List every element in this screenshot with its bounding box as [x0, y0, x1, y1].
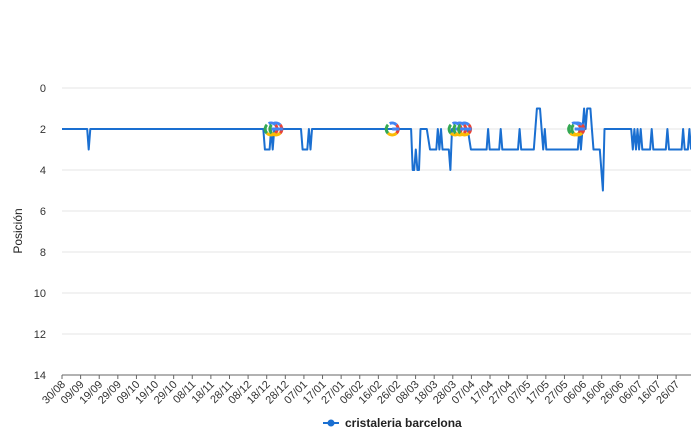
- google-icon-arc: [572, 132, 584, 137]
- google-icon-arc: [452, 123, 457, 135]
- google-icon-arc: [567, 123, 572, 135]
- google-icon-arc: [386, 132, 398, 137]
- gridlines: [62, 87, 691, 376]
- x-axis-ticks: 30/0809/0919/0929/0909/1019/1029/1008/11…: [40, 375, 682, 407]
- google-update-icon: [384, 121, 400, 137]
- google-icon-arc: [461, 121, 470, 126]
- series-layer: [62, 107, 691, 192]
- google-icon-arc: [454, 132, 466, 137]
- y-tick-label: 10: [34, 288, 46, 300]
- google-icon-arc: [270, 132, 282, 137]
- y-tick-label: 6: [40, 206, 46, 218]
- y-tick-label: 12: [34, 329, 46, 341]
- y-tick-label: 4: [40, 165, 46, 177]
- y-tick-label: 14: [34, 370, 46, 382]
- google-icon-arc: [459, 132, 470, 137]
- google-icon-arc: [384, 123, 390, 135]
- google-icon-arc: [263, 123, 269, 135]
- google-icon-arc: [456, 121, 466, 126]
- y-tick-label: 0: [40, 83, 46, 95]
- google-icon-arc: [574, 121, 584, 126]
- google-icon-arc: [272, 121, 282, 126]
- google-icon-arc: [265, 132, 277, 137]
- google-icon-arc: [570, 123, 575, 135]
- series-line: [62, 107, 691, 192]
- legend-label: cristaleria barcelona: [345, 416, 462, 430]
- legend[interactable]: cristaleria barcelona: [323, 416, 462, 430]
- y-axis-title: Posición: [11, 208, 25, 253]
- y-axis-ticks: 0 2 4 6 8 10 12 14: [34, 83, 46, 382]
- google-icon-arc: [268, 123, 273, 135]
- google-icon-arc: [389, 121, 398, 126]
- y-tick-label: 8: [40, 247, 46, 259]
- google-update-markers: [263, 121, 586, 137]
- legend-marker: [327, 419, 335, 427]
- google-icon-arc: [447, 123, 453, 135]
- google-update-icon: [570, 121, 586, 137]
- y-tick-label: 2: [40, 124, 46, 136]
- google-icon-arc: [267, 121, 277, 126]
- google-update-icon: [457, 121, 472, 137]
- google-update-icon: [268, 121, 284, 137]
- google-icon-arc: [457, 123, 462, 135]
